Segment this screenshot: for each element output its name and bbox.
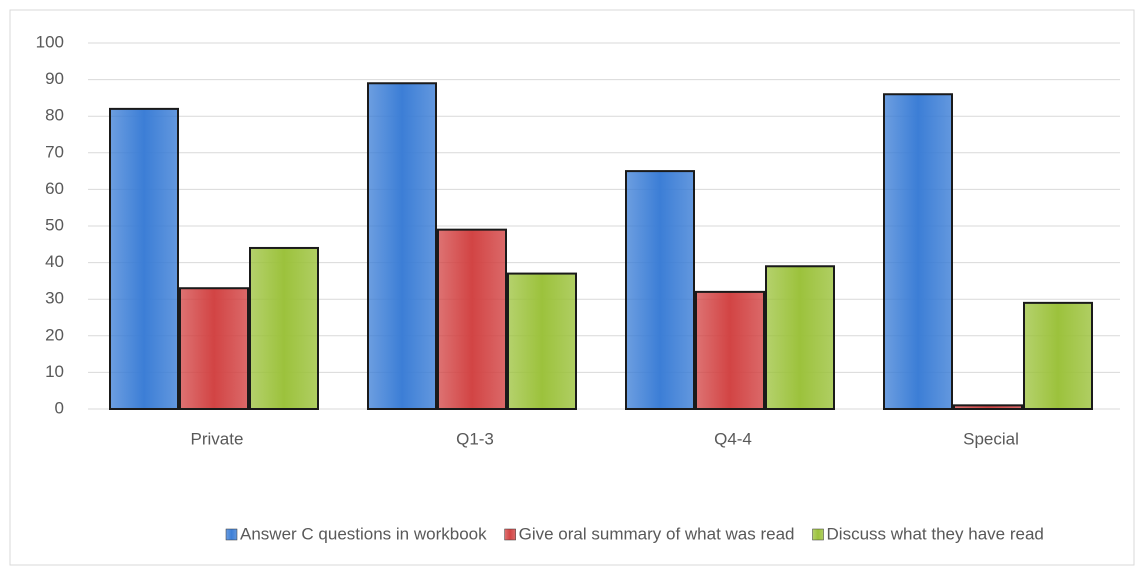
y-tick-label: 40 (45, 252, 64, 271)
y-tick-label: 0 (55, 398, 64, 417)
y-tick-label: 90 (45, 69, 64, 88)
bar (437, 228, 507, 410)
y-tick-label: 50 (45, 215, 64, 234)
x-tick-label: Q1-3 (456, 429, 494, 448)
bar (109, 107, 179, 410)
bar (249, 246, 319, 410)
y-tick-label: 20 (45, 325, 64, 344)
bar (953, 404, 1023, 410)
y-tick-label: 70 (45, 142, 64, 161)
bar (625, 170, 695, 410)
y-tick-label: 60 (45, 179, 64, 198)
bar (883, 93, 953, 411)
bar (695, 290, 765, 411)
legend-swatch (812, 528, 824, 541)
legend-label: Discuss what they have read (827, 524, 1044, 543)
y-tick-label: 100 (36, 32, 64, 51)
y-tick-label: 30 (45, 289, 64, 308)
y-tick-label: 10 (45, 362, 64, 381)
bar (507, 272, 577, 410)
bar (179, 287, 249, 410)
legend-label: Answer C questions in workbook (240, 524, 487, 543)
x-tick-label: Special (963, 429, 1019, 448)
legend-swatch (225, 528, 238, 541)
bar (1023, 301, 1093, 410)
bar (367, 82, 437, 410)
y-tick-label: 80 (45, 106, 64, 125)
x-tick-label: Q4-4 (714, 429, 752, 448)
legend-swatch (504, 528, 516, 541)
bar (765, 265, 835, 411)
legend-label: Give oral summary of what was read (519, 524, 795, 543)
x-tick-label: Private (191, 429, 244, 448)
